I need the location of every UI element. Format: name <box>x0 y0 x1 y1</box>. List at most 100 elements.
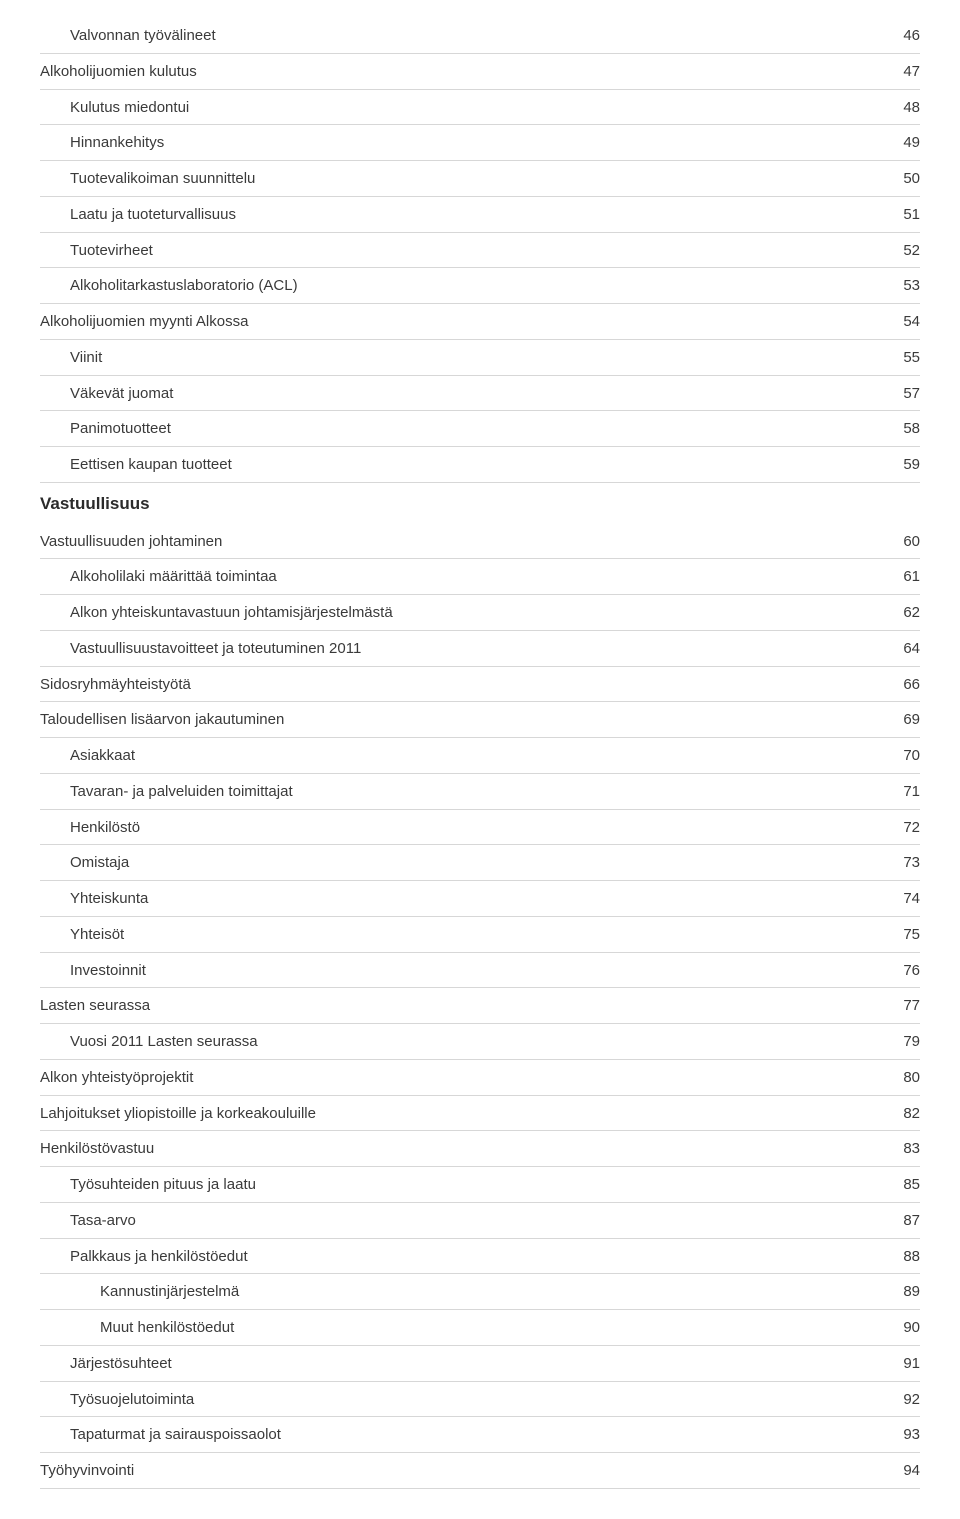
toc-entry-page: 94 <box>890 1461 920 1481</box>
toc-entry-page: 82 <box>890 1104 920 1124</box>
toc-entry-page: 69 <box>890 710 920 730</box>
toc-entry: Järjestösuhteet91 <box>40 1346 920 1382</box>
toc-entry-label: Muut henkilöstöedut <box>100 1318 890 1338</box>
toc-entry: Laatu ja tuoteturvallisuus51 <box>40 197 920 233</box>
toc-entry: Hinnankehitys49 <box>40 125 920 161</box>
toc-entry: Eettisen kaupan tuotteet59 <box>40 447 920 483</box>
toc-entry-page: 61 <box>890 567 920 587</box>
toc-entry-page: 50 <box>890 169 920 189</box>
toc-entry: Työsuojelutoiminta92 <box>40 1382 920 1418</box>
toc-entry-label: Panimotuotteet <box>70 419 890 439</box>
toc-entry: Investoinnit76 <box>40 953 920 989</box>
toc-entry: Palkkaus ja henkilöstöedut88 <box>40 1239 920 1275</box>
toc-entry: Panimotuotteet58 <box>40 411 920 447</box>
toc-entry-label: Alkon yhteistyöprojektit <box>40 1068 890 1088</box>
toc-entry-label: Henkilöstö <box>70 818 890 838</box>
toc-entry-page: 64 <box>890 639 920 659</box>
toc-entry: Taloudellisen lisäarvon jakautuminen69 <box>40 702 920 738</box>
toc-entry: Yhteiskunta74 <box>40 881 920 917</box>
toc-entry: Viinit55 <box>40 340 920 376</box>
toc-entry-page: 46 <box>890 26 920 46</box>
toc-entry-label: Viinit <box>70 348 890 368</box>
toc-entry-label: Tasa-arvo <box>70 1211 890 1231</box>
toc-entry-label: Valvonnan työvälineet <box>70 26 890 46</box>
toc-entry-label: Tavaran- ja palveluiden toimittajat <box>70 782 890 802</box>
toc-entry-page: 75 <box>890 925 920 945</box>
toc-entry-label: Alkoholijuomien kulutus <box>40 62 890 82</box>
toc-entry: Työhyvinvointi94 <box>40 1453 920 1489</box>
toc-entry-label: Tuotevalikoiman suunnittelu <box>70 169 890 189</box>
toc-entry-page: 57 <box>890 384 920 404</box>
toc-entry: Valvonnan työvälineet46 <box>40 18 920 54</box>
toc-entry-label: Laatu ja tuoteturvallisuus <box>70 205 890 225</box>
toc-entry-page: 91 <box>890 1354 920 1374</box>
toc-entry: Lahjoitukset yliopistoille ja korkeakoul… <box>40 1096 920 1132</box>
toc-entry-page: 79 <box>890 1032 920 1052</box>
toc-entry: Kannustinjärjestelmä89 <box>40 1274 920 1310</box>
toc-entry: Alkon yhteiskuntavastuun johtamisjärjest… <box>40 595 920 631</box>
toc-entry-label: Sidosryhmäyhteistyötä <box>40 675 890 695</box>
toc-entry-label: Alkoholitarkastuslaboratorio (ACL) <box>70 276 890 296</box>
toc-entry: Tuotevalikoiman suunnittelu50 <box>40 161 920 197</box>
toc-entry-page: 54 <box>890 312 920 332</box>
toc-entry-label: Tuotevirheet <box>70 241 890 261</box>
toc-entry-label: Vastuullisuuden johtaminen <box>40 532 890 552</box>
toc-entry: Lasten seurassa77 <box>40 988 920 1024</box>
toc-entry: Alkoholitarkastuslaboratorio (ACL)53 <box>40 268 920 304</box>
toc-entry-page: 88 <box>890 1247 920 1267</box>
toc-entry: Tuotevirheet52 <box>40 233 920 269</box>
toc-entry-page: 92 <box>890 1390 920 1410</box>
toc-section-heading: Vastuullisuus <box>40 483 920 524</box>
toc-entry-label: Väkevät juomat <box>70 384 890 404</box>
toc-entry-page: 90 <box>890 1318 920 1338</box>
toc-entry-page: 51 <box>890 205 920 225</box>
toc-entry-label: Vastuullisuus <box>40 493 920 516</box>
toc-entry-label: Investoinnit <box>70 961 890 981</box>
toc-entry-page: 89 <box>890 1282 920 1302</box>
toc-entry-page: 70 <box>890 746 920 766</box>
toc-entry-label: Lahjoitukset yliopistoille ja korkeakoul… <box>40 1104 890 1124</box>
toc-entry: Alkon yhteistyöprojektit80 <box>40 1060 920 1096</box>
toc-entry-label: Kannustinjärjestelmä <box>100 1282 890 1302</box>
toc-entry-page: 76 <box>890 961 920 981</box>
toc-entry: Vuosi 2011 Lasten seurassa79 <box>40 1024 920 1060</box>
toc-entry-page: 72 <box>890 818 920 838</box>
toc-entry: Väkevät juomat57 <box>40 376 920 412</box>
toc-entry-label: Vuosi 2011 Lasten seurassa <box>70 1032 890 1052</box>
toc-entry: Henkilöstö72 <box>40 810 920 846</box>
toc-entry-label: Yhteiskunta <box>70 889 890 909</box>
toc-entry-page: 53 <box>890 276 920 296</box>
toc-entry-label: Lasten seurassa <box>40 996 890 1016</box>
toc-entry-page: 47 <box>890 62 920 82</box>
toc-entry-label: Työsuhteiden pituus ja laatu <box>70 1175 890 1195</box>
toc-entry-label: Omistaja <box>70 853 890 873</box>
toc-entry-label: Eettisen kaupan tuotteet <box>70 455 890 475</box>
toc-entry-page: 74 <box>890 889 920 909</box>
toc-entry: Vastuullisuustavoitteet ja toteutuminen … <box>40 631 920 667</box>
toc-entry-label: Kulutus miedontui <box>70 98 890 118</box>
toc-entry-label: Alkoholilaki määrittää toimintaa <box>70 567 890 587</box>
toc-entry: Sidosryhmäyhteistyötä66 <box>40 667 920 703</box>
toc-entry-label: Yhteisöt <box>70 925 890 945</box>
toc-entry-label: Alkoholijuomien myynti Alkossa <box>40 312 890 332</box>
toc-entry-page: 55 <box>890 348 920 368</box>
toc-entry: Omistaja73 <box>40 845 920 881</box>
toc-entry: Yhteisöt75 <box>40 917 920 953</box>
toc-entry: Tavaran- ja palveluiden toimittajat71 <box>40 774 920 810</box>
toc-entry-page: 48 <box>890 98 920 118</box>
toc-entry-label: Palkkaus ja henkilöstöedut <box>70 1247 890 1267</box>
toc-entry-page: 80 <box>890 1068 920 1088</box>
toc-entry-label: Henkilöstövastuu <box>40 1139 890 1159</box>
toc-entry-page: 49 <box>890 133 920 153</box>
toc-entry-page: 73 <box>890 853 920 873</box>
toc-entry-label: Vastuullisuustavoitteet ja toteutuminen … <box>70 639 890 659</box>
toc-entry-page: 93 <box>890 1425 920 1445</box>
toc-entry-page: 62 <box>890 603 920 623</box>
toc-entry-label: Työhyvinvointi <box>40 1461 890 1481</box>
toc-entry-page: 59 <box>890 455 920 475</box>
toc-entry: Tapaturmat ja sairauspoissaolot93 <box>40 1417 920 1453</box>
toc-entry-page: 71 <box>890 782 920 802</box>
toc-entry: Muut henkilöstöedut90 <box>40 1310 920 1346</box>
toc-entry: Alkoholijuomien kulutus47 <box>40 54 920 90</box>
toc-entry: Alkoholilaki määrittää toimintaa61 <box>40 559 920 595</box>
